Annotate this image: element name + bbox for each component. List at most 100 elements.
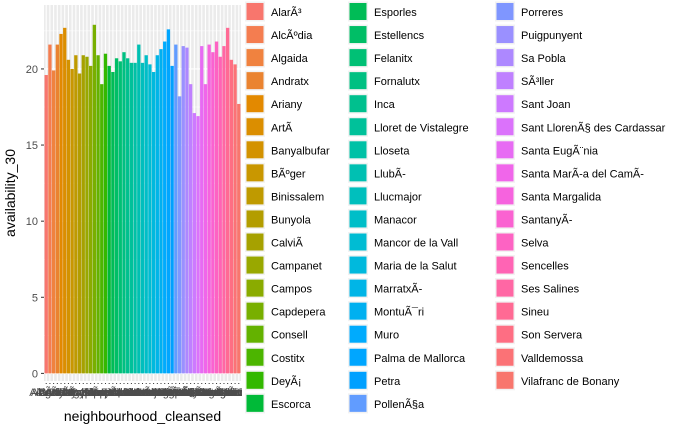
legend-label: Muro bbox=[374, 330, 399, 342]
x-tick-label: Capdepera bbox=[67, 387, 122, 399]
bar-3 bbox=[51, 70, 56, 374]
legend-label: Ariany bbox=[271, 99, 303, 111]
legend-label: Escorca bbox=[271, 399, 312, 411]
legend-item: Ariany bbox=[245, 93, 303, 114]
legend-swatch bbox=[496, 302, 514, 320]
legend-item: Muro bbox=[348, 324, 399, 345]
legend-label: Sant Joan bbox=[521, 99, 571, 111]
bar-44 bbox=[203, 84, 208, 374]
x-tick-label: Algaida bbox=[35, 387, 73, 399]
bar-42 bbox=[196, 116, 200, 374]
x-tick-label: Costitx bbox=[85, 387, 119, 399]
legend-item: Ses Salines bbox=[495, 278, 580, 299]
legend-item: PollenÃ§a bbox=[348, 393, 425, 414]
legend-label: SÃ³ller bbox=[521, 75, 554, 88]
legend-item: LlubÃ- bbox=[348, 162, 406, 183]
bar-24 bbox=[129, 62, 134, 374]
legend-item: Selva bbox=[495, 232, 549, 252]
legend-label: ArtÃ bbox=[271, 121, 293, 134]
legend-label: Felanitx bbox=[374, 53, 413, 65]
bar-38 bbox=[181, 46, 185, 374]
x-tick-label: Sineu bbox=[214, 387, 242, 399]
legend-swatch bbox=[246, 325, 264, 343]
legend-swatch bbox=[496, 371, 514, 389]
y-axis: 0 5 10 15 20 bbox=[26, 64, 44, 380]
legend-item: Bunyola bbox=[245, 208, 312, 229]
legend-swatch bbox=[246, 164, 264, 182]
legend-swatch bbox=[349, 302, 367, 320]
legend-item: Vilafranc de Bonany bbox=[495, 370, 620, 391]
y-tick-label: 20 bbox=[26, 64, 38, 76]
legend-label: BÃºger bbox=[271, 167, 306, 180]
bar-50 bbox=[226, 27, 230, 374]
x-tick-label: Sencelles bbox=[196, 387, 244, 399]
legend-swatch bbox=[349, 26, 367, 44]
legend: AlarÃ³ AlcÃºdia Algaida Andratx Ariany ArtÃ Ba… bbox=[245, 1, 666, 414]
legend-swatch bbox=[496, 95, 514, 113]
bar-15 bbox=[96, 55, 100, 374]
legend-label: Campanet bbox=[271, 261, 322, 273]
legend-item: Sant LlorenÃ§ des Cardassar bbox=[495, 116, 666, 137]
legend-item: Banyalbufar bbox=[245, 139, 330, 160]
legend-label: Son Servera bbox=[521, 330, 583, 342]
bar-36 bbox=[174, 44, 178, 374]
legend-item: AlarÃ³ bbox=[245, 1, 302, 22]
x-tick-label: PollenÃ§a bbox=[151, 386, 202, 399]
legend-swatch bbox=[496, 325, 514, 343]
legend-item: DeyÃ¡ bbox=[245, 370, 302, 391]
bar-17 bbox=[103, 53, 108, 374]
x-tick-label: Petra bbox=[159, 387, 186, 399]
legend-item: Campos bbox=[245, 278, 312, 299]
x-tick-label: Muro bbox=[152, 387, 177, 399]
x-tick-label: Porreres bbox=[158, 387, 201, 399]
bar-25 bbox=[133, 62, 137, 374]
legend-swatch bbox=[496, 72, 514, 90]
x-tick-label: Binissalem bbox=[49, 387, 102, 399]
y-tick-label: 15 bbox=[26, 140, 38, 152]
legend-item: Santa MarÃ-a del CamÃ- bbox=[495, 162, 644, 183]
legend-swatch bbox=[496, 256, 514, 274]
legend-label: Maria de la Salut bbox=[374, 261, 457, 273]
legend-item: Inca bbox=[348, 93, 396, 114]
legend-label: Llucmajor bbox=[374, 191, 422, 203]
bar-37 bbox=[177, 96, 182, 374]
legend-swatch bbox=[496, 118, 514, 136]
legend-swatch bbox=[349, 394, 367, 412]
legend-item: Andratx bbox=[245, 70, 309, 91]
y-tick-label: 0 bbox=[32, 368, 38, 380]
legend-label: Santa EugÃ¨nia bbox=[521, 144, 599, 157]
legend-label: Fornalutx bbox=[374, 76, 420, 88]
bar-16 bbox=[100, 84, 104, 374]
legend-item: Estellencs bbox=[348, 24, 425, 45]
legend-label: Esporles bbox=[374, 7, 417, 19]
bar-22 bbox=[122, 52, 126, 374]
legend-item: Sineu bbox=[495, 301, 549, 322]
x-tick-label: Santa EugÃ¨nia bbox=[163, 386, 241, 399]
legend-label: SantanyÃ- bbox=[521, 213, 573, 226]
bar-32 bbox=[159, 49, 163, 374]
legend-swatch bbox=[349, 279, 367, 297]
x-tick-label: Son Servera bbox=[201, 387, 263, 399]
legend-swatch bbox=[349, 72, 367, 90]
legend-label: Estellencs bbox=[374, 30, 425, 42]
x-tick-label: DeyÃ¡ bbox=[90, 386, 121, 399]
x-axis: AlarÃ³AlcÃºdiaAlgaidaAndratxArianyArtÃBa… bbox=[29, 383, 263, 399]
legend-swatch bbox=[246, 3, 264, 20]
legend-label: Sencelles bbox=[521, 261, 569, 273]
legend-swatch bbox=[349, 233, 367, 251]
legend-item: AlcÃºdia bbox=[245, 24, 313, 45]
legend-swatch bbox=[349, 371, 367, 389]
legend-swatch bbox=[246, 141, 264, 159]
legend-swatch bbox=[246, 279, 264, 297]
x-tick-label: Banyalbufar bbox=[39, 387, 98, 399]
legend-swatch bbox=[349, 164, 367, 182]
legend-label: Sant LlorenÃ§ des Cardassar bbox=[521, 121, 666, 134]
bar-2 bbox=[48, 44, 52, 374]
legend-label: Ses Salines bbox=[521, 284, 580, 296]
y-tick-label: 10 bbox=[26, 216, 38, 228]
bar-9 bbox=[74, 55, 78, 374]
x-tick-label: Palma de Mallorca bbox=[123, 387, 215, 399]
legend-item: SantanyÃ- bbox=[495, 208, 573, 229]
legend-item: Escorca bbox=[245, 393, 312, 414]
